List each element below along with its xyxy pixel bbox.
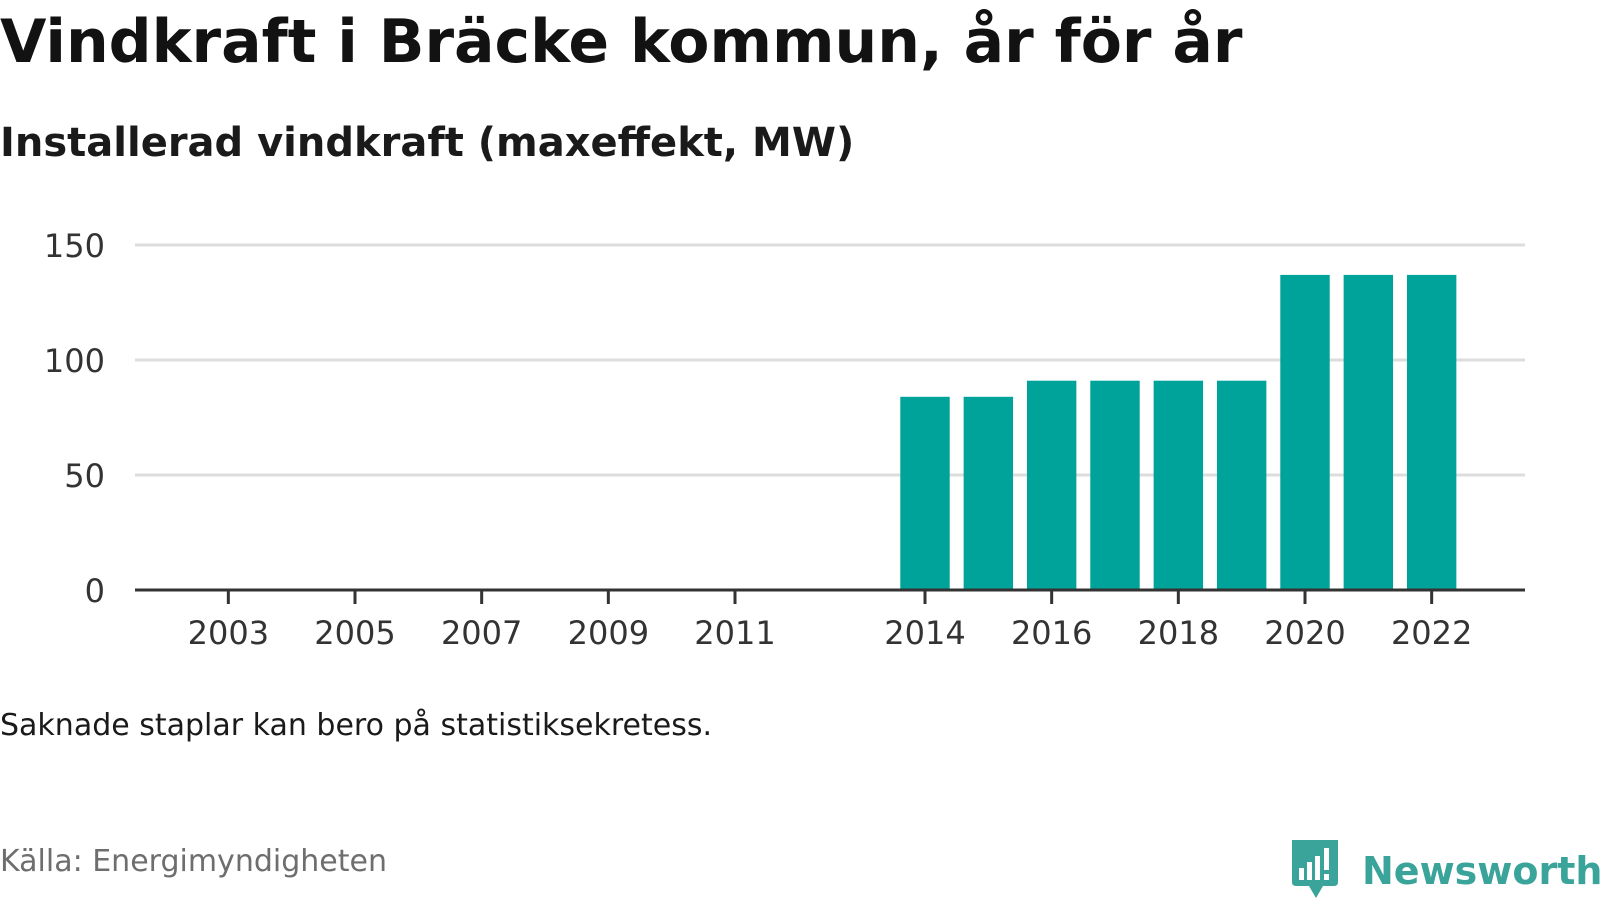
y-tick-label: 50 [64,457,105,495]
y-axis-ticks: 0 50 100 150 [44,227,105,610]
newsworthy-logo-icon [1292,840,1338,898]
bar-2017 [1090,380,1140,590]
chart-title: Vindkraft i Bräcke kommun, år för år [0,7,1243,77]
bar-2014 [900,396,950,590]
bar-2022 [1406,274,1457,590]
x-tick-label: 2003 [188,614,269,652]
x-axis-ticks: 2003 2005 2007 2009 2011 2014 2016 2018 2020 2022 [188,590,1472,652]
bar-2018 [1153,380,1204,590]
bar-2016 [1026,380,1077,590]
source-credit: Källa: Energimyndigheten [0,844,387,879]
x-tick-label: 2022 [1391,614,1472,652]
x-tick-label: 2014 [884,614,965,652]
bar-2021 [1343,274,1394,590]
x-tick-label: 2011 [694,614,775,652]
bars [900,274,1457,590]
x-tick-label: 2009 [568,614,649,652]
x-tick-label: 2020 [1264,614,1345,652]
footnote: Saknade staplar kan bero på statistiksek… [0,708,713,743]
y-tick-label: 100 [44,342,105,380]
brand-name: Newsworthy [1362,849,1600,893]
bar-2015 [963,396,1014,590]
x-tick-label: 2005 [314,614,395,652]
x-tick-label: 2016 [1011,614,1092,652]
bar-2020 [1280,274,1330,590]
x-tick-label: 2018 [1138,614,1219,652]
bar-2019 [1216,380,1267,590]
y-tick-label: 150 [44,227,105,265]
y-tick-label: 0 [85,572,105,610]
chart-subtitle: Installerad vindkraft (maxeffekt, MW) [0,120,855,166]
x-tick-label: 2007 [441,614,522,652]
